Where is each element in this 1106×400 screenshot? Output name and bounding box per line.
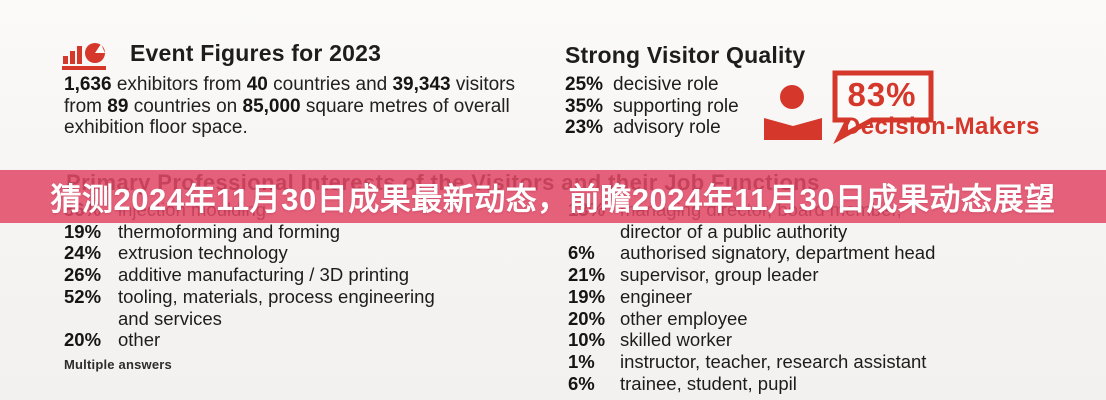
list-item: 26% additive manufacturing / 3D printing <box>64 264 435 286</box>
percent-value: 35% <box>565 95 604 117</box>
list-item: 1% instructor, teacher, research assistan… <box>568 351 935 373</box>
job-label: trainee, student, pupil <box>620 372 797 394</box>
percent-value <box>64 308 118 330</box>
percent-value: 19% <box>568 285 606 307</box>
visitor-quality-title: Strong Visitor Quality <box>565 42 806 68</box>
job-label: director of a public authority <box>620 220 848 242</box>
list-item: 6% authorised signatory, department head <box>568 242 935 264</box>
percent-value: 23% <box>565 117 604 139</box>
multiple-answers-footnote: Multiple answers <box>64 357 172 372</box>
paragraph-line: exhibition floor space. <box>64 117 248 138</box>
list-item: 20% other <box>64 329 435 351</box>
job-label: other employee <box>620 307 748 329</box>
list-item: 6% trainee, student, pupil <box>568 373 935 395</box>
bar-pie-stats-icon <box>62 43 106 70</box>
interest-label: additive manufacturing / 3D printing <box>118 264 410 286</box>
percent-value: 52% <box>64 285 102 307</box>
interest-label: and services <box>118 307 222 329</box>
role-label: advisory role <box>613 117 721 139</box>
interest-label: extrusion technology <box>118 242 288 264</box>
overlay-banner-text: 猜测2024年11月30日成果最新动态，前瞻2024年11月30日成果动态展望 <box>50 182 1056 217</box>
job-label: engineer <box>620 285 693 307</box>
percent-value: 24% <box>64 242 102 264</box>
job-label: supervisor, group leader <box>620 264 819 286</box>
percent-value: 20% <box>568 307 606 329</box>
interest-label: thermoforming and forming <box>118 220 341 242</box>
percent-value <box>568 221 620 243</box>
speech-bubble-icon <box>832 70 934 144</box>
percent-value: 25% <box>565 74 604 95</box>
percent-value: 10% <box>568 329 606 351</box>
decision-makers-percent: 83% <box>847 76 917 113</box>
percent-value: 19% <box>64 220 102 242</box>
list-item: 21% supervisor, group leader <box>568 264 935 286</box>
interest-label: other <box>118 329 161 351</box>
list-item: 25% decisive role <box>565 74 739 96</box>
list-item: 23% advisory role <box>565 117 739 139</box>
overlay-banner: 猜测2024年11月30日成果最新动态，前瞻2024年11月30日成果动态展望 <box>0 170 1106 223</box>
job-label: authorised signatory, department head <box>620 242 936 264</box>
job-functions-list: 13%managing director, board member, dire… <box>568 199 935 394</box>
paragraph-line: from 89 countries on 85,000 square metre… <box>64 95 510 117</box>
percent-value: 6% <box>568 242 595 264</box>
decision-makers-label: Decision-Makers <box>843 113 1040 140</box>
role-label: decisive role <box>613 74 719 95</box>
list-item: 19% engineer <box>568 286 935 308</box>
visitor-quality-list: 25% decisive role 35% supporting role 23% a… <box>565 74 739 139</box>
list-item: 19% thermoforming and forming <box>64 221 435 243</box>
role-label: supporting role <box>613 95 739 117</box>
list-item: 52% tooling, materials, process engineeri… <box>64 286 435 308</box>
paragraph-line: 1,636 exhibitors from 40 countries and 3… <box>64 74 516 95</box>
list-item-continuation: director of a public authority <box>568 221 935 243</box>
list-item: 24% extrusion technology <box>64 242 435 264</box>
percent-value: 20% <box>64 329 102 351</box>
event-figures-paragraph: 1,636 exhibitors from 40 countries and 3… <box>64 74 544 139</box>
job-label: instructor, teacher, research assistant <box>620 350 927 372</box>
job-label: skilled worker <box>620 329 733 351</box>
percent-value: 1% <box>568 350 595 372</box>
list-item: 10% skilled worker <box>568 329 935 351</box>
percent-value: 21% <box>568 264 606 286</box>
percent-value: 26% <box>64 264 102 286</box>
list-item: 35% supporting role <box>565 96 739 118</box>
percent-value: 6% <box>568 372 595 394</box>
list-item: 20% other employee <box>568 308 935 330</box>
interest-label: tooling, materials, process engineering <box>118 285 435 307</box>
list-item-continuation: and services <box>64 308 435 330</box>
person-icon <box>764 85 822 140</box>
event-figures-title: Event Figures for 2023 <box>130 40 382 66</box>
